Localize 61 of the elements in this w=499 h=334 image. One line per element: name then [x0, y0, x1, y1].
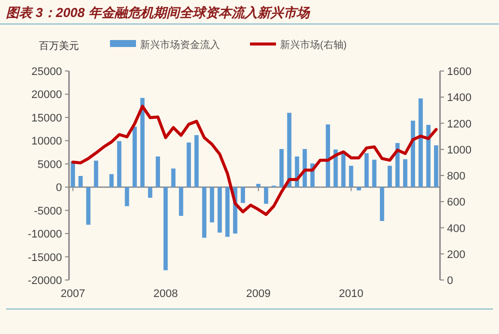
y-tick-label: 20000 [31, 89, 62, 102]
legend-label: 新兴市场(右轴) [280, 39, 347, 51]
bar [86, 187, 90, 225]
bar [218, 187, 222, 233]
bar [264, 187, 268, 204]
bar [356, 187, 361, 190]
bar [372, 160, 376, 188]
bar [287, 112, 292, 188]
bar [163, 187, 168, 270]
y-tick-label: 10000 [31, 136, 62, 148]
bar [109, 174, 114, 188]
y2-tick-label: 1400 [447, 92, 472, 104]
y2-tick-label: 1200 [447, 118, 472, 130]
bar [403, 159, 408, 188]
bar [279, 149, 284, 188]
y2-tick-label: 1600 [447, 66, 472, 78]
bar [210, 187, 214, 222]
y-tick-label: -20000 [28, 275, 62, 287]
legend-label: 新兴市场资金流入 [140, 39, 220, 51]
bar [348, 166, 354, 188]
y-tick-label: 15000 [31, 112, 62, 124]
x-tick-label: 2010 [338, 288, 364, 300]
bar [240, 187, 246, 203]
x-tick-label: 2007 [60, 288, 86, 300]
bar [364, 153, 369, 188]
bar [148, 187, 152, 198]
bar [380, 187, 384, 222]
bar [78, 176, 83, 188]
bar [334, 149, 338, 188]
bar [70, 162, 75, 188]
bar [194, 135, 199, 188]
bar [178, 187, 184, 216]
y-tick-label: 0 [56, 182, 62, 194]
y-tick-label: -5000 [34, 205, 62, 218]
bar [171, 168, 176, 188]
bar [94, 160, 98, 188]
bar [388, 166, 392, 188]
bar [117, 141, 122, 188]
y2-tick-label: 600 [447, 196, 466, 209]
y-tick-label: -15000 [28, 252, 62, 264]
y2-tick-label: 800 [447, 170, 466, 182]
bar [156, 156, 160, 188]
y2-tick-label: 1000 [447, 144, 472, 156]
bar [202, 187, 206, 238]
y-tick-label: 25000 [31, 66, 62, 78]
bar [186, 142, 191, 188]
bar [256, 184, 260, 188]
y-tick-label: 5000 [38, 158, 62, 171]
x-tick-label: 2008 [153, 288, 178, 300]
x-tick-label: 2009 [246, 288, 271, 300]
y2-tick-label: 400 [447, 222, 466, 235]
chart-title: 图表 3：2008 年金融危机期间全球资本流入新兴市场 [6, 5, 310, 20]
bar [225, 187, 230, 237]
y-axis-title: 百万美元 [39, 40, 79, 52]
bar [434, 145, 438, 188]
y2-tick-label: 0 [447, 275, 454, 287]
bar [418, 98, 423, 188]
y-tick-label: -10000 [28, 228, 62, 241]
bar [132, 126, 137, 188]
y2-tick-label: 200 [447, 248, 466, 261]
bar [124, 187, 130, 206]
